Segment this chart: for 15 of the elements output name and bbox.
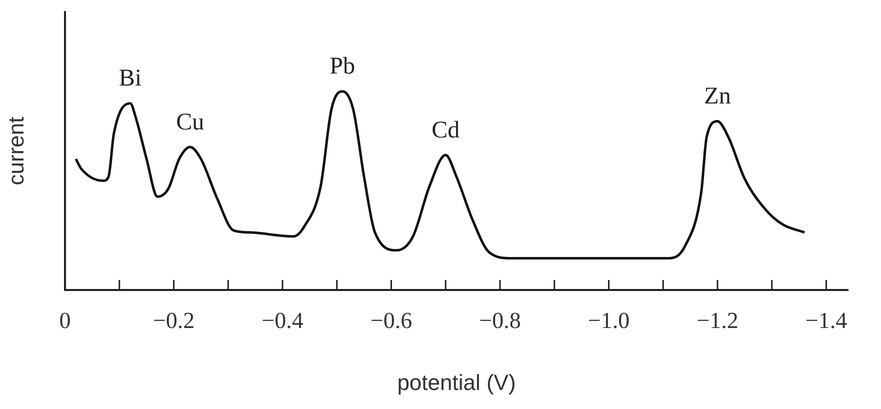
x-tick-label: −1.0 xyxy=(588,308,630,333)
x-tick-label: −1.2 xyxy=(696,308,738,333)
annotation: Zn xyxy=(704,84,731,110)
x-tick-label: 0 xyxy=(59,308,71,333)
annotation: Cd xyxy=(432,117,460,144)
y-axis-title: current xyxy=(3,116,28,186)
x-tick-label: −0.4 xyxy=(262,308,304,333)
x-tick-label: −0.6 xyxy=(370,308,412,333)
x-tick-label: −0.2 xyxy=(152,308,195,333)
annotation: Bi xyxy=(118,66,142,92)
annotation: Pb xyxy=(330,54,355,80)
x-axis-title: potential (V) xyxy=(397,370,516,395)
x-tick-label: −1.4 xyxy=(805,308,848,333)
annotation: Cu xyxy=(176,109,204,136)
x-tick-label: −0.8 xyxy=(479,308,521,333)
